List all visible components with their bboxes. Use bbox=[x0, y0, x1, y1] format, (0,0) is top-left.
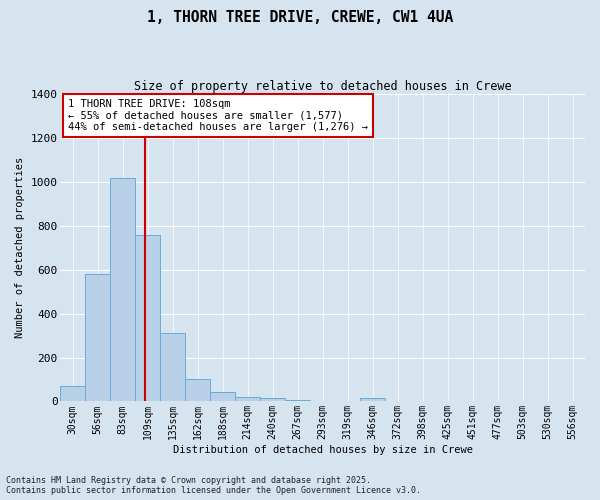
Bar bbox=[285, 400, 310, 402]
Text: 1, THORN TREE DRIVE, CREWE, CW1 4UA: 1, THORN TREE DRIVE, CREWE, CW1 4UA bbox=[147, 10, 453, 25]
Text: 1 THORN TREE DRIVE: 108sqm
← 55% of detached houses are smaller (1,577)
44% of s: 1 THORN TREE DRIVE: 108sqm ← 55% of deta… bbox=[68, 99, 368, 132]
Bar bbox=[135, 234, 160, 402]
Bar bbox=[360, 398, 385, 402]
Text: Contains HM Land Registry data © Crown copyright and database right 2025.
Contai: Contains HM Land Registry data © Crown c… bbox=[6, 476, 421, 495]
Title: Size of property relative to detached houses in Crewe: Size of property relative to detached ho… bbox=[134, 80, 511, 93]
Bar bbox=[160, 334, 185, 402]
Bar bbox=[260, 398, 285, 402]
Bar bbox=[61, 386, 85, 402]
X-axis label: Distribution of detached houses by size in Crewe: Distribution of detached houses by size … bbox=[173, 445, 473, 455]
Y-axis label: Number of detached properties: Number of detached properties bbox=[15, 157, 25, 338]
Bar bbox=[235, 396, 260, 402]
Bar bbox=[185, 380, 210, 402]
Bar bbox=[85, 274, 110, 402]
Bar bbox=[210, 392, 235, 402]
Bar bbox=[110, 178, 135, 402]
